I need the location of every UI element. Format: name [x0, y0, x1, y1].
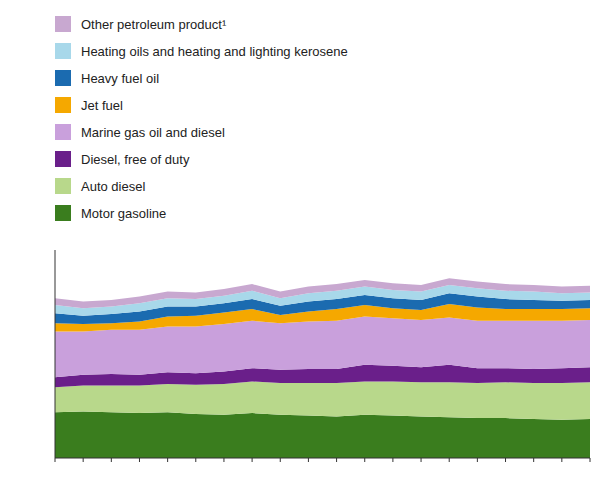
legend-swatch [55, 16, 71, 32]
x-tick [167, 458, 168, 462]
x-tick [364, 458, 365, 462]
x-tick [590, 458, 591, 462]
x-axis [55, 458, 590, 459]
x-tick [533, 458, 534, 462]
x-tick [252, 458, 253, 462]
legend-label: Jet fuel [81, 98, 123, 113]
legend-swatch [55, 205, 71, 221]
x-tick [392, 458, 393, 462]
legend-swatch [55, 70, 71, 86]
x-tick [111, 458, 112, 462]
chart: Other petroleum product¹ Heating oils and… [0, 0, 609, 488]
area [55, 381, 590, 419]
legend-label: Auto diesel [81, 179, 145, 194]
legend: Other petroleum product¹ Heating oils and… [55, 16, 348, 221]
x-tick [561, 458, 562, 462]
areas [55, 278, 590, 458]
x-tick [505, 458, 506, 462]
legend-swatch [55, 97, 71, 113]
area [55, 411, 590, 458]
y-axis [55, 250, 56, 458]
legend-label: Heavy fuel oil [81, 71, 159, 86]
x-tick [421, 458, 422, 462]
x-tick [449, 458, 450, 462]
x-tick [83, 458, 84, 462]
x-tick [336, 458, 337, 462]
legend-swatch [55, 124, 71, 140]
legend-label: Motor gasoline [81, 206, 166, 221]
x-tick [139, 458, 140, 462]
legend-label: Heating oils and heating and lighting ke… [81, 44, 348, 59]
x-tick [280, 458, 281, 462]
x-tick [308, 458, 309, 462]
legend-label: Diesel, free of duty [81, 152, 190, 167]
legend-label: Marine gas oil and diesel [81, 125, 225, 140]
x-tick [195, 458, 196, 462]
legend-swatch [55, 178, 71, 194]
legend-swatch [55, 43, 71, 59]
legend-label: Other petroleum product¹ [81, 17, 227, 32]
x-tick [223, 458, 224, 462]
area [55, 278, 590, 308]
x-tick [55, 458, 56, 462]
legend-swatch [55, 151, 71, 167]
x-tick [477, 458, 478, 462]
